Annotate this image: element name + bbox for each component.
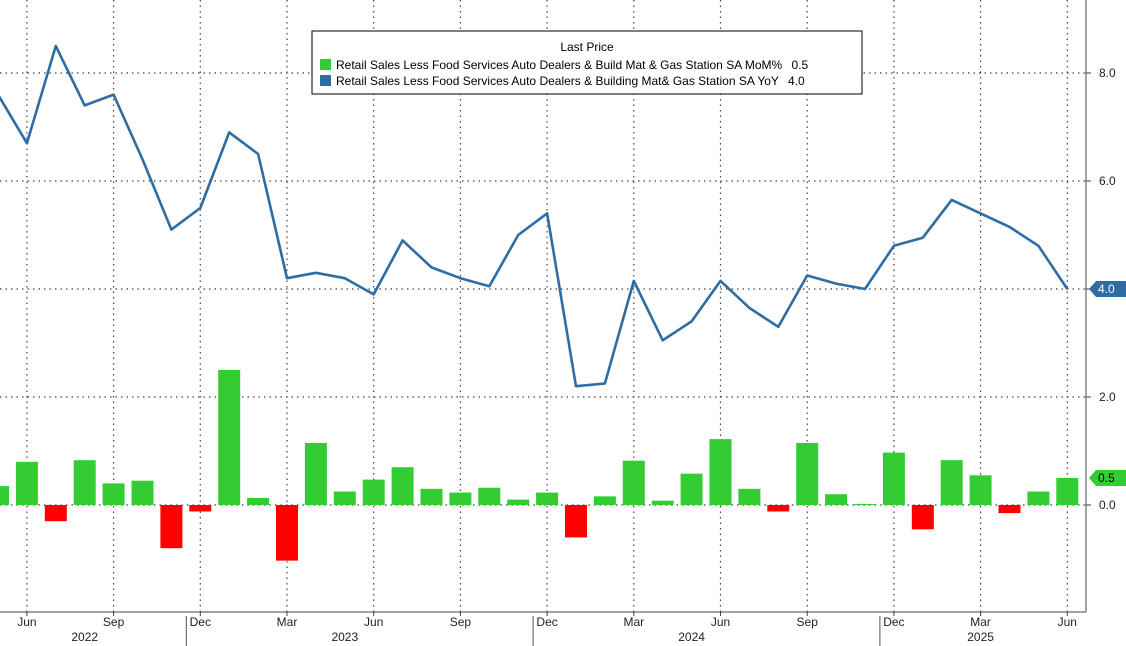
mom-bar: [796, 442, 819, 505]
mom-bar: [825, 494, 848, 505]
legend-label-mom-last: 0.5: [792, 58, 809, 72]
x-tick-label: Mar: [623, 615, 644, 629]
mom-bar: [189, 505, 212, 512]
mom-bar: [276, 505, 298, 561]
mom-bar: [131, 480, 154, 505]
badge-shape: [1089, 281, 1126, 297]
y-tick-label: 2.0: [1099, 390, 1116, 404]
legend-label-mom: Retail Sales Less Food Services Auto Dea…: [336, 58, 809, 72]
mom-bar: [854, 503, 876, 505]
x-tick-label: Sep: [103, 615, 125, 629]
mom-bar: [247, 497, 270, 505]
mom-bar: [391, 467, 414, 505]
last-value-badge: 4.0: [1089, 281, 1126, 297]
x-tick-label: Jun: [364, 615, 383, 629]
mom-bar: [767, 505, 790, 512]
year-label: 2024: [678, 630, 705, 644]
mom-bar: [1027, 491, 1050, 505]
mom-bar: [738, 488, 761, 505]
mom-bar: [102, 483, 125, 505]
legend-title: Last Price: [560, 40, 614, 54]
mom-bar: [420, 488, 443, 505]
legend-label-mom-text: Retail Sales Less Food Services Auto Dea…: [336, 58, 783, 72]
yoy-line-layer: [0, 44, 1069, 388]
legend-swatch-mom: [320, 59, 331, 70]
mom-bar: [478, 487, 501, 505]
mom-bar: [940, 460, 963, 505]
yoy-line: [0, 44, 1069, 388]
y-tick-label: 6.0: [1099, 174, 1116, 188]
legend-box: [311, 30, 863, 95]
badge-value: 4.0: [1098, 282, 1115, 296]
mom-bar: [362, 479, 385, 505]
mom-bar: [218, 370, 241, 505]
mom-bar: [160, 505, 183, 549]
mom-bar: [680, 473, 703, 505]
x-tick-label: Dec: [536, 615, 557, 629]
x-tick-label: Jun: [1058, 615, 1077, 629]
mom-bar: [911, 505, 934, 530]
mom-bar: [449, 492, 472, 505]
mom-bar: [536, 492, 559, 505]
mom-bar: [709, 439, 732, 505]
x-tick-label: Sep: [797, 615, 819, 629]
mom-bar: [622, 460, 645, 505]
mom-bar: [73, 460, 96, 505]
mom-bar: [333, 491, 356, 505]
last-value-badge: 0.5: [1089, 470, 1126, 486]
mom-bar: [304, 442, 327, 505]
mom-bar: [565, 505, 587, 538]
y-tick-label: 0.0: [1099, 498, 1116, 512]
legend-label-yoy-last: 4.0: [788, 74, 805, 88]
legend: Last Price Retail Sales Less Food Servic…: [311, 30, 863, 95]
mom-bar: [651, 500, 674, 505]
last-value-badges: 4.0 0.5: [1089, 281, 1126, 486]
legend-swatch-yoy: [320, 75, 331, 86]
mom-bar: [593, 496, 616, 505]
x-tick-label: Mar: [277, 615, 298, 629]
badge-shape: [1089, 470, 1126, 486]
x-tick-label: Dec: [190, 615, 211, 629]
mom-bar: [969, 475, 992, 505]
mom-bar: [998, 505, 1021, 514]
legend-label-yoy: Retail Sales Less Food Services Auto Dea…: [336, 74, 805, 88]
mom-bar: [1056, 478, 1079, 505]
mom-bar: [44, 505, 67, 522]
year-label: 2023: [331, 630, 358, 644]
mom-bar: [882, 452, 905, 505]
y-tick-label: 8.0: [1099, 66, 1116, 80]
year-label: 2025: [967, 630, 994, 644]
year-label: 2022: [71, 630, 98, 644]
mom-bar: [15, 461, 38, 505]
x-tick-label: Sep: [450, 615, 472, 629]
x-tick-label: Mar: [970, 615, 991, 629]
badge-value: 0.5: [1098, 471, 1115, 485]
mom-bar: [507, 499, 530, 505]
mom-bar: [0, 486, 9, 505]
x-tick-label: Jun: [17, 615, 36, 629]
x-tick-label: Jun: [711, 615, 730, 629]
legend-label-yoy-text: Retail Sales Less Food Services Auto Dea…: [336, 74, 779, 88]
mom-bars: [0, 370, 1079, 561]
x-tick-label: Dec: [883, 615, 904, 629]
